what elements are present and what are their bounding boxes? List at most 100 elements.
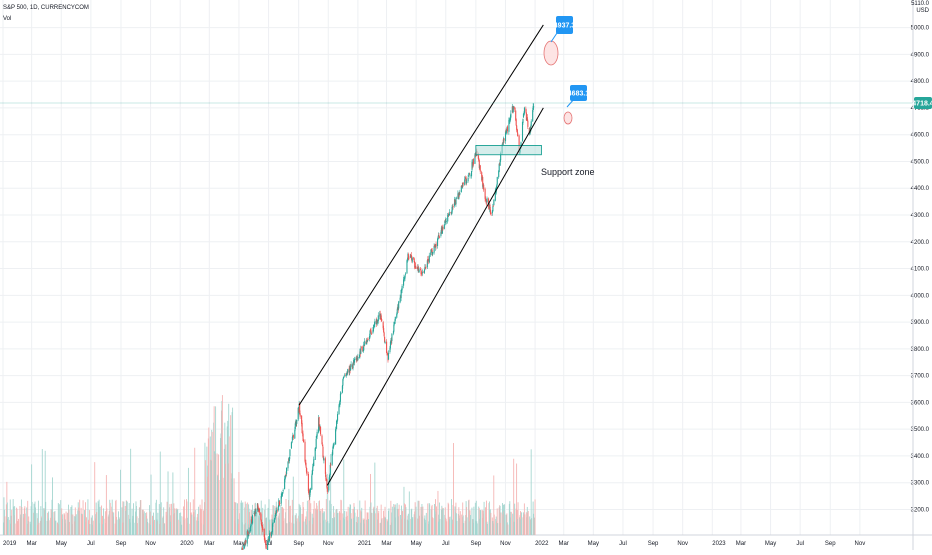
volume-bar bbox=[278, 513, 280, 535]
volume-bar bbox=[403, 486, 405, 535]
volume-bar bbox=[253, 511, 255, 535]
candle-body bbox=[492, 206, 494, 212]
volume-bar bbox=[447, 502, 449, 535]
volume-bar bbox=[279, 519, 281, 535]
volume-bar bbox=[507, 524, 509, 535]
candle-body bbox=[332, 449, 334, 455]
candle-body bbox=[464, 179, 466, 185]
candle-body bbox=[424, 267, 426, 269]
candle-body bbox=[265, 541, 267, 545]
candle-body bbox=[281, 493, 283, 497]
volume-bar bbox=[294, 515, 296, 535]
volume-bar bbox=[534, 517, 536, 535]
volume-bar bbox=[6, 502, 8, 535]
candle-body bbox=[522, 113, 525, 118]
target-lower-badge-box bbox=[570, 85, 587, 101]
candle-body bbox=[247, 532, 249, 536]
candle-body bbox=[241, 547, 243, 551]
volume-bar bbox=[169, 507, 170, 535]
volume-bar bbox=[199, 504, 201, 535]
volume-bar bbox=[431, 504, 433, 535]
volume-bar bbox=[398, 504, 400, 535]
volume-bar bbox=[305, 524, 307, 535]
candle-body bbox=[469, 175, 471, 177]
volume-bar bbox=[197, 521, 199, 535]
volume-bar bbox=[473, 506, 475, 535]
price-tick-label: 5000.0 bbox=[911, 26, 930, 32]
volume-bar bbox=[235, 502, 237, 535]
volume-bar bbox=[352, 508, 354, 535]
candle-body bbox=[362, 349, 364, 352]
volume-bar bbox=[225, 444, 227, 535]
price-tick-label: 4900.0 bbox=[911, 52, 930, 58]
volume-bar bbox=[19, 505, 21, 535]
volume-bar bbox=[456, 520, 458, 535]
volume-bar bbox=[275, 523, 277, 535]
volume-bar bbox=[502, 514, 504, 535]
candle-body bbox=[504, 131, 507, 142]
volume-bar bbox=[84, 510, 85, 535]
candle-body bbox=[505, 131, 508, 133]
volume-bar bbox=[327, 521, 329, 535]
candle-body bbox=[494, 190, 496, 201]
volume-bar bbox=[488, 503, 490, 535]
candle-body bbox=[321, 435, 323, 445]
volume-bar bbox=[81, 513, 83, 535]
volume-bar bbox=[38, 522, 40, 535]
volume-bar bbox=[24, 513, 26, 535]
volume-bar bbox=[12, 499, 14, 535]
last-price-badge: 4718.4 bbox=[912, 97, 932, 109]
volume-bar bbox=[470, 515, 471, 535]
volume-bar bbox=[286, 523, 288, 535]
volume-bar bbox=[463, 523, 465, 535]
volume-bar bbox=[105, 522, 107, 535]
volume-bar bbox=[333, 512, 335, 535]
volume-bar bbox=[448, 517, 450, 535]
volume-bar bbox=[479, 510, 481, 535]
volume-bar bbox=[162, 516, 164, 535]
volume-bar bbox=[94, 462, 96, 535]
price-tick-label: 3200.0 bbox=[911, 507, 930, 513]
volume-bar bbox=[532, 501, 534, 535]
volume-bar bbox=[91, 515, 93, 535]
volume-bar bbox=[499, 505, 501, 535]
volume-bar bbox=[9, 499, 11, 535]
price-tick-label: 3800.0 bbox=[911, 347, 930, 353]
volume-indicator-label[interactable]: Vol bbox=[3, 16, 12, 22]
volume-bar bbox=[330, 454, 332, 535]
volume-bar bbox=[153, 521, 155, 535]
candle-body bbox=[261, 524, 263, 526]
volume-bar bbox=[302, 521, 303, 535]
time-tick-label: Nov bbox=[145, 541, 156, 547]
volume-bar bbox=[340, 499, 342, 535]
candle-body bbox=[301, 422, 303, 434]
time-tick-label: Jul bbox=[87, 541, 95, 547]
volume-bar bbox=[391, 506, 393, 535]
time-tick-label: Mar bbox=[204, 541, 214, 547]
volume-bar bbox=[223, 477, 225, 535]
volume-bar bbox=[247, 502, 249, 535]
volume-bar bbox=[126, 501, 128, 535]
price-tick-label: 3300.0 bbox=[911, 481, 930, 487]
volume-bar bbox=[356, 509, 358, 535]
volume-bar bbox=[378, 510, 380, 535]
candle-body bbox=[403, 279, 405, 286]
volume-bar bbox=[534, 499, 536, 535]
volume-bar bbox=[119, 518, 121, 535]
volume-bar bbox=[527, 511, 529, 535]
time-axis: 2019 Mar May Jul Sep Nov 2020 Mar May Jul Sep Nov 20… bbox=[3, 541, 865, 547]
time-tick-label: Sep bbox=[293, 541, 304, 547]
volume-bar bbox=[325, 499, 327, 535]
candle-body bbox=[460, 185, 462, 193]
volume-bar bbox=[255, 518, 257, 535]
volume-bar bbox=[350, 513, 352, 535]
volume-bar bbox=[522, 512, 524, 535]
volume-bar bbox=[380, 504, 382, 535]
candle-body bbox=[510, 113, 512, 118]
volume-bar bbox=[517, 502, 519, 535]
candle-body bbox=[465, 177, 467, 184]
volume-bar bbox=[65, 523, 67, 535]
volume-bar bbox=[394, 517, 396, 535]
